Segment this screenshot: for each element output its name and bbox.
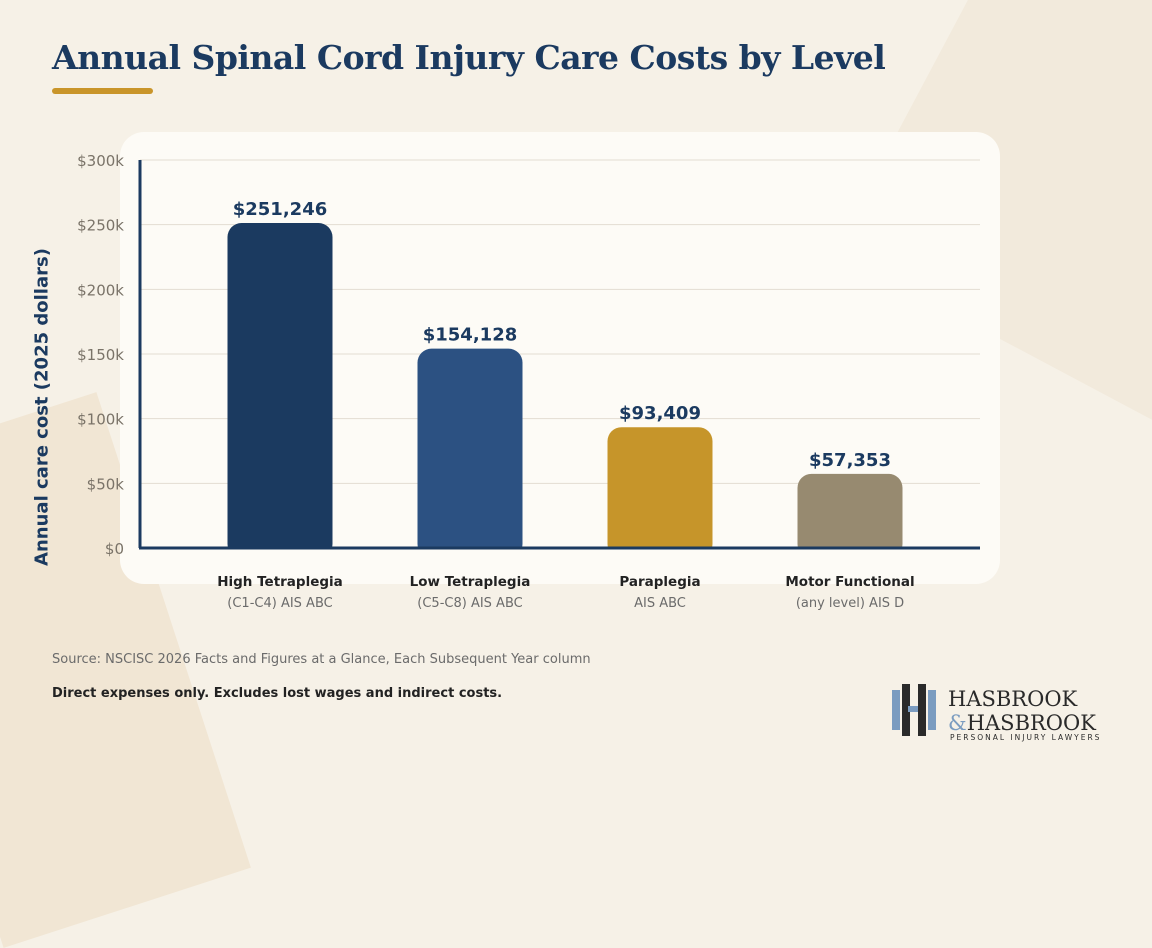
- svg-text:HASBROOK: HASBROOK: [948, 687, 1078, 711]
- svg-text:PERSONAL INJURY LAWYERS: PERSONAL INJURY LAWYERS: [950, 733, 1101, 742]
- category-label: Motor Functional (any level) AIS D: [750, 574, 950, 611]
- bar: [227, 223, 333, 558]
- y-tick-label: $300k: [77, 152, 124, 170]
- category-subtitle: AIS ABC: [634, 596, 686, 611]
- data-label: $57,353: [809, 450, 891, 471]
- bar: [797, 473, 903, 558]
- footnote: Direct expenses only. Excludes lost wage…: [52, 686, 503, 701]
- category-label: Paraplegia AIS ABC: [560, 574, 760, 611]
- category-name: High Tetraplegia: [217, 574, 343, 590]
- category-subtitle: (any level) AIS D: [795, 596, 905, 611]
- category-label: Low Tetraplegia (C5-C8) AIS ABC: [370, 574, 570, 611]
- data-label: $251,246: [233, 199, 328, 220]
- data-label: $154,128: [423, 325, 518, 346]
- title-underline: [52, 88, 153, 94]
- y-tick-label: $0: [105, 540, 124, 558]
- category-subtitle: (C5-C8) AIS ABC: [417, 596, 523, 611]
- svg-text:&HASBROOK: &HASBROOK: [948, 711, 1096, 735]
- y-tick-label: $200k: [77, 281, 124, 299]
- bar: [607, 427, 713, 558]
- category-name: Motor Functional: [785, 574, 915, 590]
- hasbrook-logo-icon: HASBROOK &HASBROOK PERSONAL INJURY LAWYE…: [892, 684, 1101, 742]
- y-tick-label: $250k: [77, 217, 124, 235]
- bar: [417, 348, 523, 558]
- category-label: High Tetraplegia (C1-C4) AIS ABC: [180, 574, 380, 611]
- y-tick-label: $50k: [87, 475, 125, 493]
- source-note: Source: NSCISC 2026 Facts and Figures at…: [52, 652, 591, 667]
- category-name: Paraplegia: [619, 574, 701, 590]
- company-logo: HASBROOK &HASBROOK PERSONAL INJURY LAWYE…: [890, 680, 1130, 748]
- y-tick-label: $100k: [77, 411, 124, 429]
- axis-mask: [140, 549, 980, 569]
- y-axis-label: Annual care cost (2025 dollars): [31, 248, 53, 566]
- page-title: Annual Spinal Cord Injury Care Costs by …: [52, 38, 886, 77]
- bar-chart: $0 $50k $100k $150k $200k $250k $300k $251,246 $…: [77, 152, 980, 569]
- y-tick-label: $150k: [77, 346, 124, 364]
- category-subtitle: (C1-C4) AIS ABC: [227, 596, 333, 611]
- data-label: $93,409: [619, 403, 701, 424]
- category-name: Low Tetraplegia: [409, 574, 531, 590]
